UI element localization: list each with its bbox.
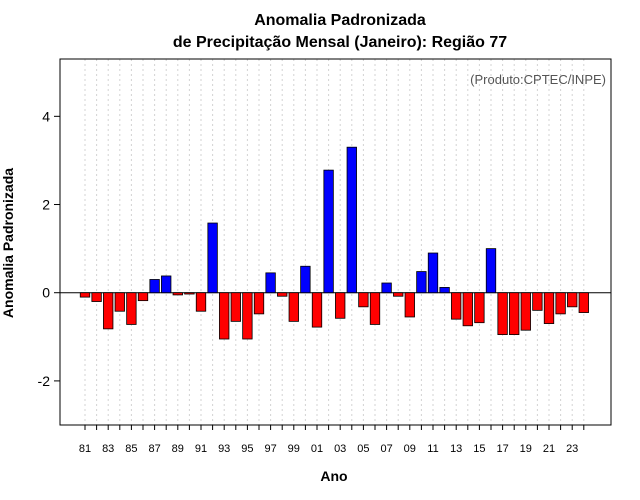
bar-1982: [91, 292, 102, 302]
bar-2005: [358, 292, 369, 308]
bar-1981: [79, 292, 91, 298]
plot-frame: [59, 58, 612, 426]
bar-1993: [219, 292, 230, 340]
bar-2022: [555, 292, 566, 315]
x-tick-label: 21: [543, 443, 555, 455]
bar-1984: [114, 292, 125, 312]
chart-title-line-2: de Precipitação Mensal (Janeiro): Região…: [173, 34, 507, 51]
x-axis-label: Ano: [320, 468, 347, 484]
bar-2004: [346, 146, 357, 294]
bar-2015: [474, 292, 485, 324]
bar-2003: [335, 292, 346, 319]
bar-1998: [277, 292, 288, 297]
x-tick-label: 19: [520, 443, 532, 455]
x-tick-label: 23: [566, 443, 578, 455]
y-axis: -2 0 2 4: [38, 108, 60, 389]
bar-2020: [532, 292, 543, 311]
bar-2000: [300, 265, 311, 294]
bar-2021: [543, 292, 555, 324]
y-axis-label: Anomalia Padronizada: [0, 168, 16, 318]
x-tick-label: 97: [264, 443, 276, 455]
bar-2017: [497, 292, 508, 336]
product-annotation: (Produto:CPTEC/INPE): [470, 72, 606, 87]
y-tick-label: 4: [42, 108, 50, 124]
bar-1985: [126, 292, 137, 325]
x-tick-label: 99: [288, 443, 300, 455]
bar-1992: [207, 222, 218, 294]
x-tick-label: 93: [218, 443, 230, 455]
x-tick-label: 07: [380, 443, 392, 455]
bar-2007: [381, 282, 392, 294]
bar-1999: [288, 292, 299, 322]
bar-2024: [578, 292, 589, 313]
x-tick-label: 09: [404, 443, 416, 455]
bar-2013: [451, 292, 462, 320]
bar-1995: [242, 292, 253, 340]
bar-1986: [137, 292, 149, 302]
x-tick-label: 11: [427, 443, 438, 455]
chart-title-line-1: Anomalia Padronizada: [254, 12, 426, 29]
y-tick-label: -2: [38, 373, 51, 389]
x-tick-label: 91: [195, 443, 207, 455]
bar-1990: [184, 292, 195, 295]
grid-lines: [84, 59, 585, 425]
bar-2008: [393, 292, 404, 297]
x-tick-label: 17: [496, 443, 508, 455]
x-tick-label: 83: [102, 443, 114, 455]
x-tick-label: 13: [450, 443, 462, 455]
y-tick-label: 0: [42, 285, 50, 301]
bar-2016: [485, 248, 497, 294]
x-tick-label: 87: [148, 443, 160, 455]
bars: [79, 146, 589, 340]
bar-1991: [195, 292, 207, 312]
bar-2019: [520, 292, 531, 331]
bar-1987: [149, 279, 160, 294]
x-tick-label: 03: [334, 443, 346, 455]
x-tick-label: 95: [241, 443, 253, 455]
bar-1988: [161, 275, 172, 294]
bar-2014: [462, 292, 473, 327]
x-axis: 81 83 85 87 89 91 93 95 97 99 01 03 05 07 09 11 13 15 17 19…: [79, 425, 585, 455]
bar-1983: [103, 292, 114, 330]
x-tick-label: 89: [172, 443, 184, 455]
x-tick-label: 15: [473, 443, 485, 455]
x-tick-label: 81: [79, 443, 91, 455]
bar-1996: [253, 292, 265, 315]
bar-2018: [509, 292, 520, 336]
bar-2009: [404, 292, 415, 318]
bar-1989: [172, 292, 183, 296]
bar-2023: [567, 292, 578, 308]
x-tick-label: 05: [357, 443, 369, 455]
x-tick-label: 01: [311, 443, 323, 455]
bar-2001: [311, 292, 323, 328]
bar-2011: [427, 252, 439, 294]
bar-2002: [323, 169, 334, 294]
bar-2012: [439, 287, 450, 294]
y-tick-label: 2: [42, 197, 50, 213]
bar-1997: [265, 272, 276, 294]
bar-1994: [230, 292, 241, 322]
x-tick-label: 85: [125, 443, 137, 455]
bar-2010: [416, 271, 427, 294]
bar-2006: [369, 292, 381, 325]
